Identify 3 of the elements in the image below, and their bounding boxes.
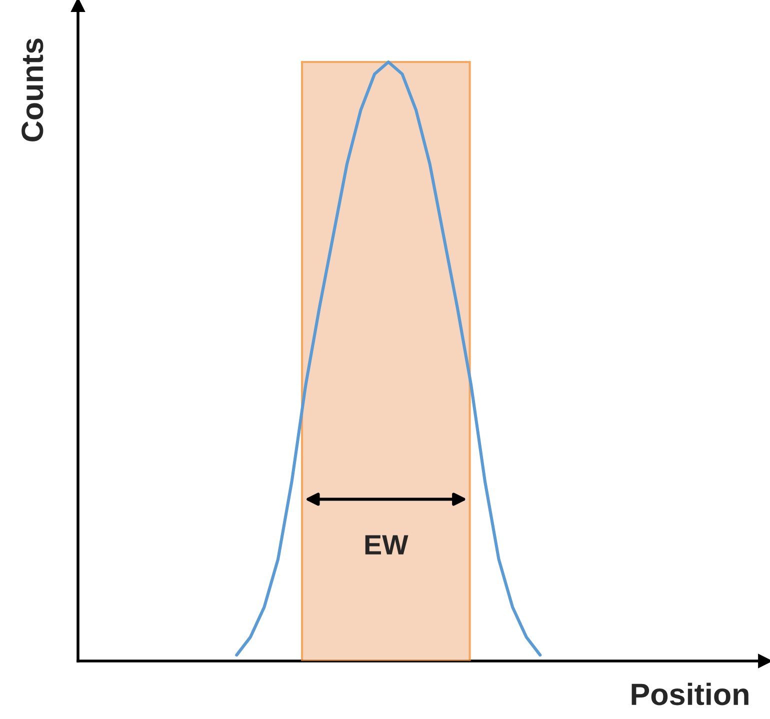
annotation: EW [365, 535, 408, 554]
y-axis-title: Counts [22, 38, 44, 142]
x-axis-title: Position [632, 682, 748, 706]
